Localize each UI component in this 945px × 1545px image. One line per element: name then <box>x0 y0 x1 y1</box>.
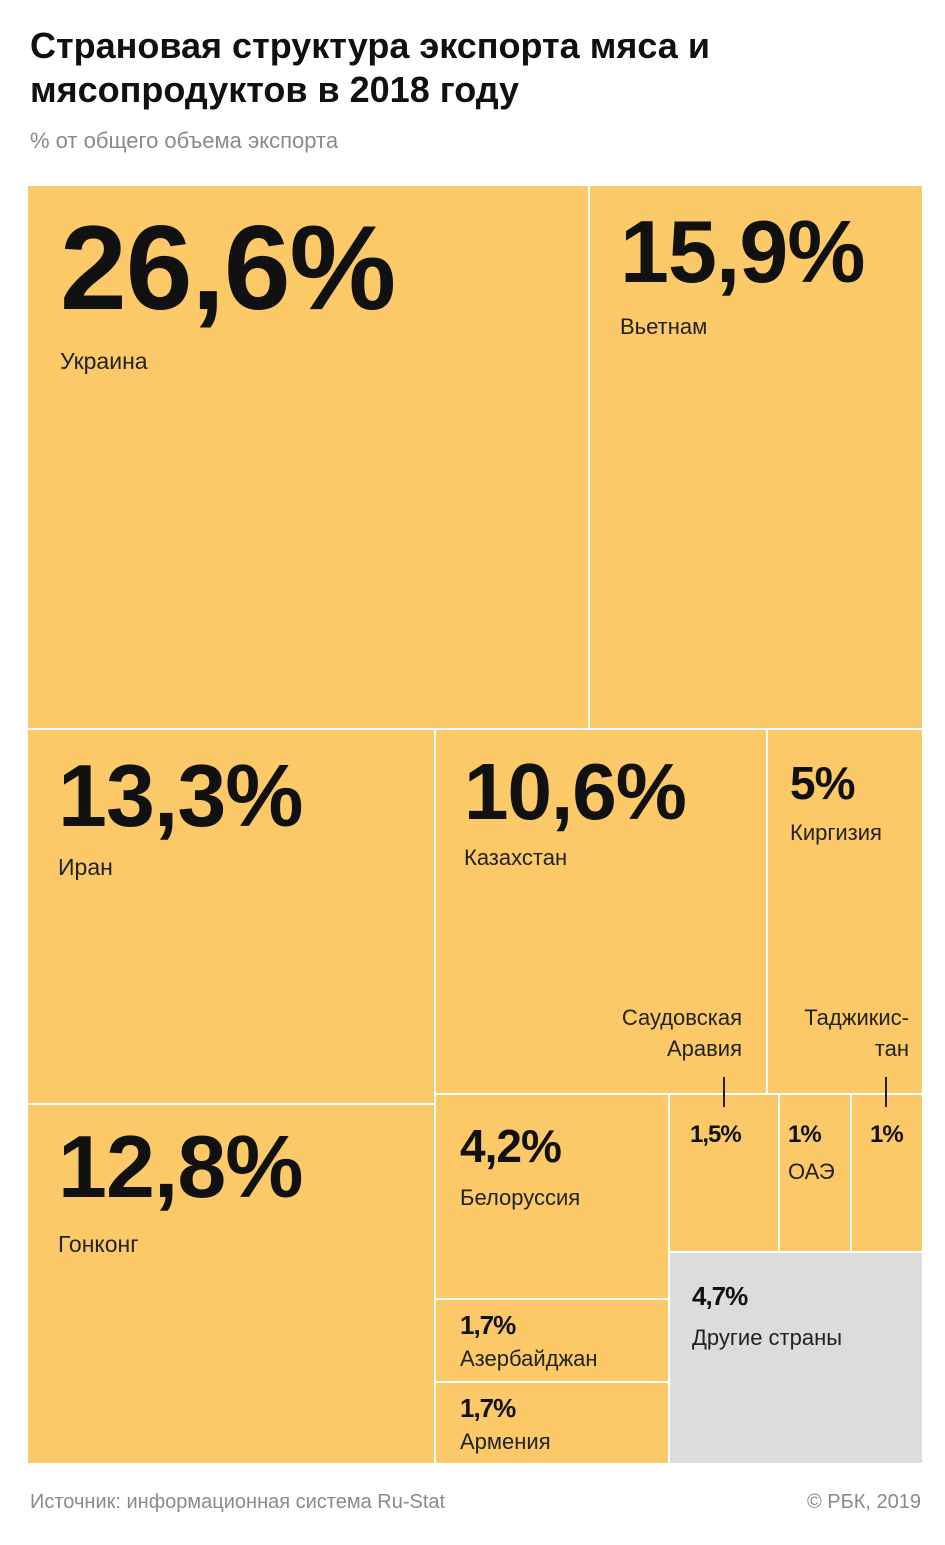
chart-subtitle: % от общего объема экспорта <box>30 128 339 153</box>
country-label: Другие страны <box>692 1325 843 1350</box>
treemap-cell-киргизия: 5% Киргизия <box>768 730 924 1095</box>
treemap-cell-иран: 13,3% Иран <box>28 730 436 1105</box>
value-label: 1,5% <box>690 1121 742 1148</box>
treemap-cell-украина: 26,6% Украина <box>28 186 590 730</box>
country-label: Казахстан <box>464 845 568 870</box>
leader-line <box>885 1077 887 1107</box>
country-label: Вьетнам <box>620 314 708 339</box>
treemap-cell-саудовская-аравия: 1,5% <box>670 1095 780 1253</box>
treemap-cell-вьетнам: 15,9% Вьетнам <box>590 186 924 730</box>
value-label: 13,3% <box>58 746 304 845</box>
country-label: Иран <box>58 854 113 880</box>
treemap-cell-армения: 1,7% Армения <box>436 1383 670 1465</box>
treemap-cell-другие-страны: 4,7% Другие страны <box>670 1253 924 1465</box>
copyright: © РБК, 2019 <box>806 1491 921 1513</box>
treemap-cell-оаэ: 1% ОАЭ <box>780 1095 852 1253</box>
country-label: Белоруссия <box>460 1185 581 1210</box>
value-label: 12,8% <box>58 1117 304 1216</box>
source-note: Источник: информационная система Ru-Stat <box>30 1491 446 1513</box>
chart-title: Страновая структура экспорта мяса и мясо… <box>30 25 710 110</box>
value-label: 15,9% <box>620 202 866 301</box>
country-label: Гонконг <box>58 1231 139 1257</box>
external-label-саудовская-аравия: Саудовская Аравия <box>621 1005 742 1061</box>
country-label: Азербайджан <box>460 1346 598 1371</box>
value-label: 1% <box>870 1121 904 1148</box>
external-label-таджикистан: Таджикис-тан <box>804 1005 909 1061</box>
country-label: Украина <box>60 348 148 374</box>
country-label: Армения <box>460 1429 551 1454</box>
treemap-cell-гонконг: 12,8% Гонконг <box>28 1105 436 1465</box>
value-label: 1,7% <box>460 1393 516 1423</box>
value-label: 4,7% <box>692 1281 748 1311</box>
value-label: 1% <box>788 1121 822 1148</box>
treemap-cell-таджикистан: 1% <box>852 1095 924 1253</box>
value-label: 10,6% <box>464 747 687 836</box>
treemap-cell-азербайджан: 1,7% Азербайджан <box>436 1300 670 1383</box>
treemap-cell-казахстан: 10,6% Казахстан <box>436 730 768 1095</box>
treemap-cell-белоруссия: 4,2% Белоруссия <box>436 1095 670 1300</box>
value-label: 5% <box>790 757 855 809</box>
country-label: Киргизия <box>790 820 882 845</box>
value-label: 1,7% <box>460 1310 516 1340</box>
leader-line <box>723 1077 725 1107</box>
value-label: 4,2% <box>460 1120 562 1172</box>
country-label: ОАЭ <box>788 1159 835 1184</box>
value-label: 26,6% <box>60 201 396 335</box>
